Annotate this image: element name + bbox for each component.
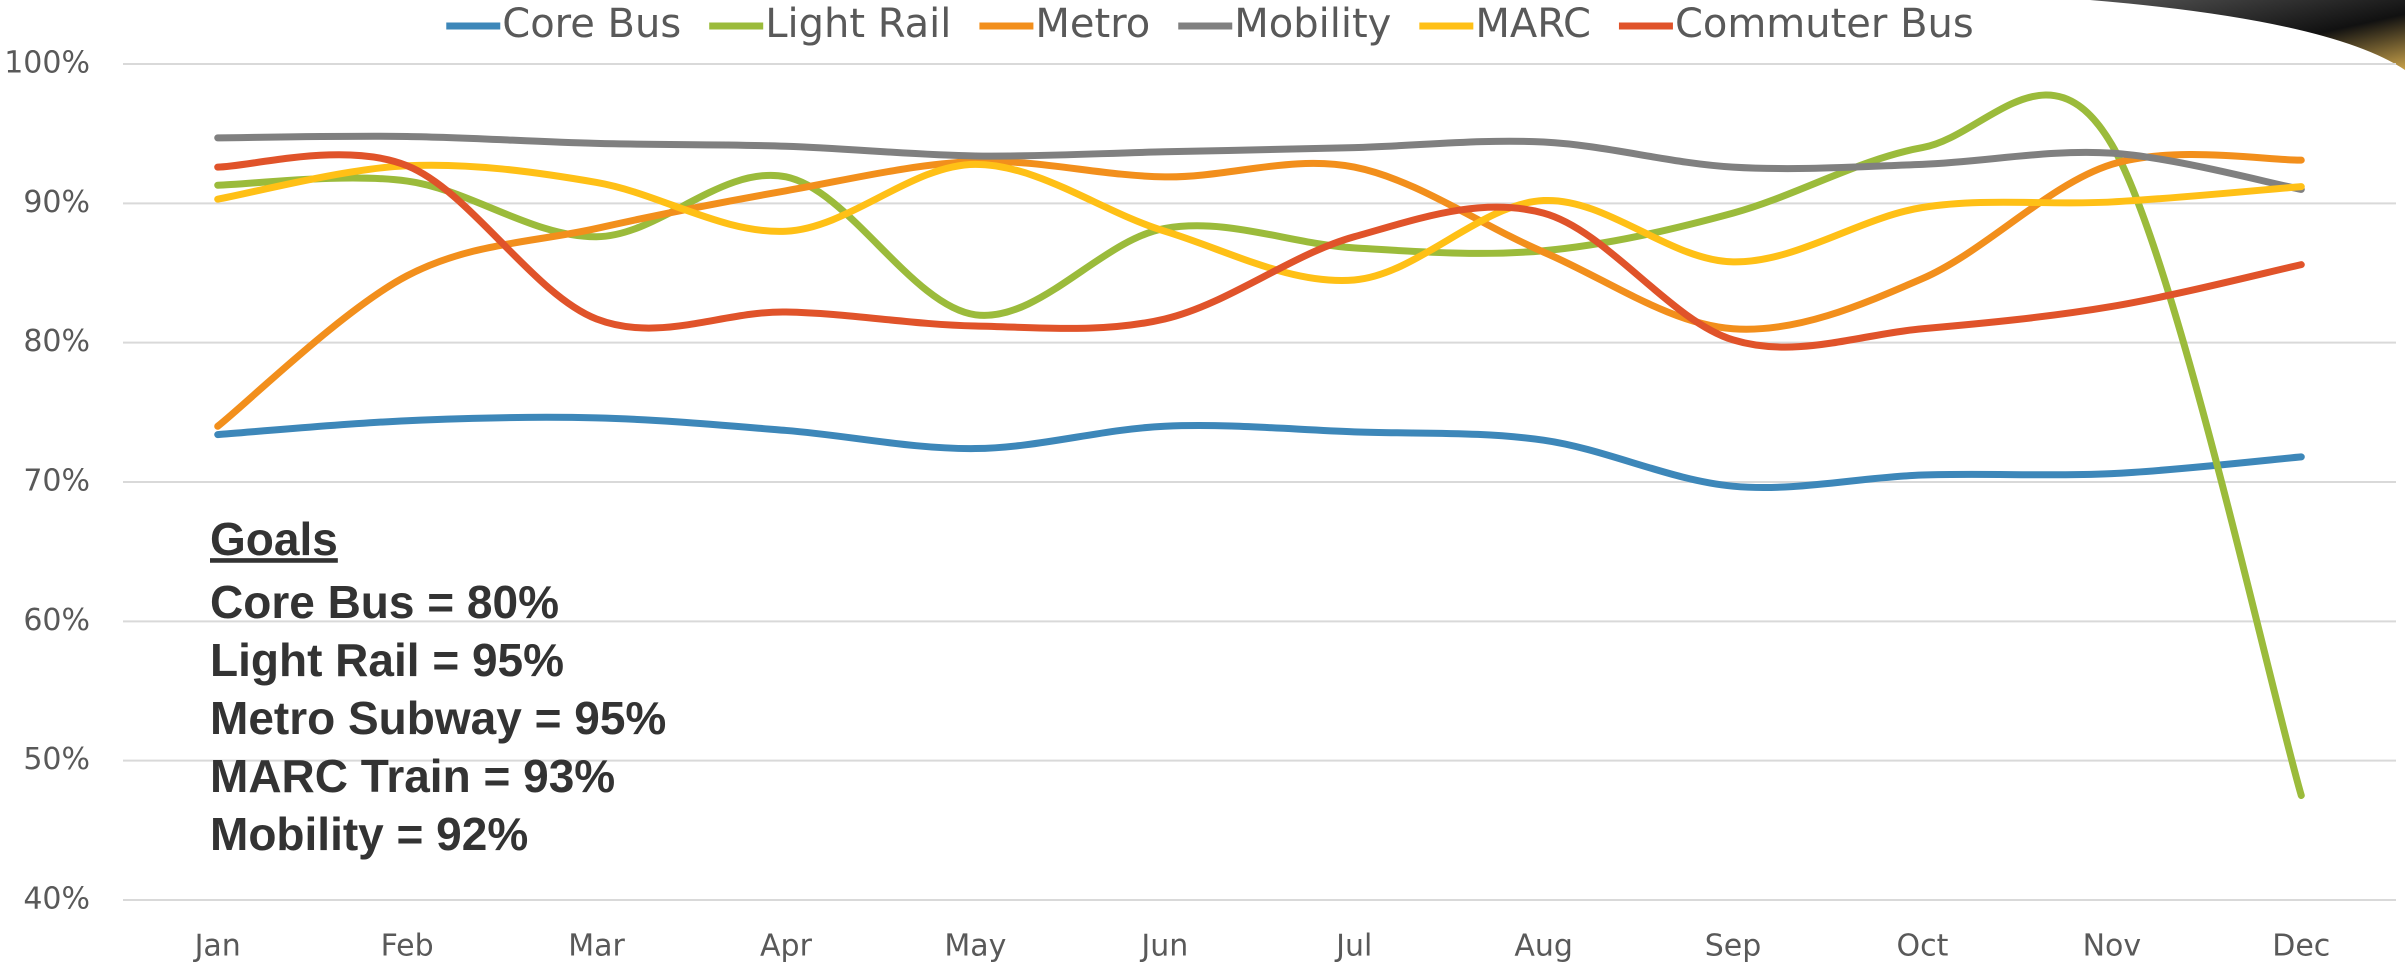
y-tick-label: 90% bbox=[23, 185, 90, 220]
y-tick-label: 40% bbox=[23, 882, 90, 917]
legend-label: Commuter Bus bbox=[1675, 1, 1974, 47]
x-tick-label: Jul bbox=[1334, 929, 1372, 964]
y-tick-label: 70% bbox=[23, 464, 90, 499]
x-tick-label: Mar bbox=[568, 929, 625, 964]
goals-title: Goals bbox=[210, 513, 338, 565]
series-line bbox=[218, 155, 2302, 347]
y-tick-label: 50% bbox=[23, 742, 90, 777]
x-tick-label: Nov bbox=[2083, 929, 2142, 964]
y-tick-label: 80% bbox=[23, 324, 90, 359]
x-tick-label: Feb bbox=[381, 929, 434, 964]
legend-label: MARC bbox=[1475, 1, 1591, 47]
legend-label: Metro bbox=[1035, 1, 1150, 47]
x-tick-label: May bbox=[944, 929, 1006, 964]
legend: Core Bus Light Rail Metro Mobility MARC Commu… bbox=[446, 1, 1973, 47]
x-tick-label: Sep bbox=[1705, 929, 1762, 964]
legend-label: Mobility bbox=[1234, 1, 1391, 47]
x-tick-label: Jun bbox=[1139, 929, 1188, 964]
x-tick-label: Oct bbox=[1897, 929, 1949, 964]
x-tick-label: Aug bbox=[1514, 929, 1573, 964]
x-tick-label: Jan bbox=[193, 929, 241, 964]
goal-line: Metro Subway = 95% bbox=[210, 692, 666, 744]
goal-line: MARC Train = 93% bbox=[210, 750, 615, 802]
series-line bbox=[218, 155, 2302, 427]
y-tick-label: 100% bbox=[4, 46, 90, 81]
chart: 40% 50% 60% 70% 80% 90% 100% Jan Feb Mar Apr May Jun… bbox=[0, 0, 2405, 968]
goal-line: Mobility = 92% bbox=[210, 808, 528, 860]
goal-line: Core Bus = 80% bbox=[210, 576, 559, 628]
goals: Core Bus = 80% Light Rail = 95% Metro Subw… bbox=[210, 576, 666, 860]
series-line bbox=[218, 417, 2302, 487]
x-tick-label: Dec bbox=[2272, 929, 2330, 964]
goal-line: Light Rail = 95% bbox=[210, 634, 564, 686]
legend-label: Core Bus bbox=[502, 1, 681, 47]
legend-label: Light Rail bbox=[765, 1, 951, 47]
y-tick-label: 60% bbox=[23, 603, 90, 638]
x-tick-label: Apr bbox=[760, 929, 813, 964]
series-line bbox=[218, 136, 2302, 189]
page-curl bbox=[2090, 0, 2405, 70]
plot bbox=[218, 95, 2302, 796]
